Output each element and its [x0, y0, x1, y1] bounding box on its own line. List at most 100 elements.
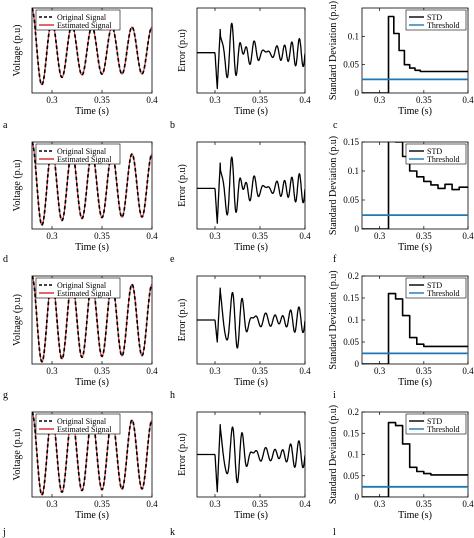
legend-entry: Original Signal	[57, 417, 107, 426]
plot-area	[197, 423, 305, 493]
x-tick-label: 0.3	[209, 366, 221, 376]
x-tick-label: 0.4	[146, 366, 158, 376]
x-tick-label: 0.3	[46, 231, 58, 241]
x-tick-label: 0.3	[374, 366, 386, 376]
y-axis-label: Error (p.u)	[177, 164, 188, 207]
plot-area	[362, 142, 468, 229]
x-tick-label: 0.4	[299, 366, 311, 376]
y-tick-label: 0.2	[348, 407, 359, 417]
x-tick-label: 0.3	[374, 95, 386, 105]
y-tick-label: 0.05	[343, 337, 359, 347]
y-tick-label: 0.05	[343, 195, 359, 205]
series-line-error-0	[197, 287, 305, 349]
y-axis-label: Error (p.u)	[177, 299, 188, 342]
panel-l: 0.3 0.35 0.4 0 0.05 0.1 0.15 0.2 Time (s) Standar…	[328, 405, 474, 538]
plot-area	[197, 22, 305, 90]
y-axis-label: Voltage (p.u)	[12, 294, 23, 346]
x-tick-label: 0.35	[94, 499, 110, 509]
panel-e: 0.3 0.35 0.4 Time (s) Error (p.u) e	[170, 141, 311, 265]
x-tick-label: 0.35	[252, 95, 268, 105]
panel-f: 0.3 0.35 0.4 0 0.05 0.1 0.15 Time (s) Standard D…	[328, 136, 474, 265]
plot-area	[197, 156, 305, 224]
plot-area	[362, 421, 468, 497]
panel-j: 0.3 0.35 0.4 Time (s) Voltage (p.u) Original …	[2, 411, 158, 538]
legend-entry: Original Signal	[57, 13, 107, 22]
y-tick-label: 0.1	[348, 315, 359, 325]
legend-entry: STD	[427, 417, 442, 426]
y-axis-label: Standard Deviation (p.u)	[328, 405, 339, 504]
panel-d: 0.3 0.35 0.4 Time (s) Voltage (p.u) Original …	[3, 141, 158, 265]
axes-frame	[196, 141, 306, 230]
legend-entry: Original Signal	[57, 147, 107, 156]
series-line-std-0	[362, 142, 468, 229]
legend-entry: Original Signal	[57, 281, 107, 290]
x-tick-label: 0.35	[94, 366, 110, 376]
y-tick-label: 0	[355, 359, 360, 369]
x-tick-label: 0.35	[252, 231, 268, 241]
x-tick-label: 0.4	[146, 231, 158, 241]
series-line-std-0	[362, 15, 468, 93]
x-axis-label: Time (s)	[398, 242, 432, 253]
legend-entry: STD	[427, 281, 442, 290]
x-tick-label: 0.35	[416, 499, 432, 509]
y-tick-label: 0.2	[348, 271, 359, 281]
x-tick-label: 0.3	[46, 366, 58, 376]
legend-entry: Estimated Signal	[57, 21, 112, 30]
x-tick-label: 0.35	[252, 366, 268, 376]
panel-label: k	[170, 527, 175, 538]
panel-g: 0.3 0.35 0.4 Time (s) Voltage (p.u) Original …	[3, 275, 158, 401]
x-tick-label: 0.3	[374, 499, 386, 509]
y-tick-label: 0.1	[348, 450, 359, 460]
series-line-std-0	[362, 421, 468, 497]
x-tick-label: 0.3	[209, 499, 221, 509]
panel-label: j	[2, 527, 6, 538]
y-axis-label: Error (p.u)	[177, 433, 188, 476]
panel-label: i	[333, 390, 336, 401]
x-tick-label: 0.4	[462, 366, 474, 376]
legend-entry: Threshold	[427, 155, 459, 164]
legend-entry: STD	[427, 147, 442, 156]
panel-k: 0.3 0.35 0.4 Time (s) Error (p.u) k	[170, 411, 311, 538]
legend-entry: Threshold	[427, 21, 459, 30]
legend-entry: Threshold	[427, 425, 459, 434]
x-tick-label: 0.4	[462, 95, 474, 105]
panel-label: l	[333, 527, 336, 538]
series-line-error-0	[197, 22, 305, 90]
x-tick-label: 0.35	[416, 95, 432, 105]
x-tick-label: 0.4	[146, 499, 158, 509]
x-axis-label: Time (s)	[234, 242, 268, 253]
panel-i: 0.3 0.35 0.4 0 0.05 0.1 0.15 0.2 Time (s) Standar…	[328, 270, 474, 401]
legend-entry: Estimated Signal	[57, 155, 112, 164]
x-tick-label: 0.4	[462, 499, 474, 509]
y-tick-label: 0.15	[343, 137, 359, 147]
y-axis-label: Voltage (p.u)	[12, 24, 23, 76]
panel-label: g	[3, 390, 8, 401]
plot-area	[362, 292, 468, 364]
x-tick-label: 0.35	[416, 366, 432, 376]
y-axis-label: Error (p.u)	[177, 29, 188, 72]
panel-a: 0.3 0.35 0.4 Time (s) Voltage (p.u) Original …	[3, 7, 158, 131]
panel-h: 0.3 0.35 0.4 Time (s) Error (p.u) h	[170, 275, 311, 401]
legend-entry: STD	[427, 13, 442, 22]
x-tick-label: 0.3	[46, 499, 58, 509]
legend-box	[35, 277, 121, 299]
x-tick-label: 0.4	[299, 95, 311, 105]
legend-box	[35, 143, 121, 165]
y-axis-label: Voltage (p.u)	[12, 428, 23, 480]
y-tick-label: 0.05	[343, 60, 359, 70]
panel-label: b	[170, 120, 175, 131]
y-tick-label: 0.15	[343, 428, 359, 438]
x-tick-label: 0.3	[374, 231, 386, 241]
legend-entry: Estimated Signal	[57, 425, 112, 434]
x-tick-label: 0.4	[146, 95, 158, 105]
x-axis-label: Time (s)	[234, 510, 268, 521]
x-tick-label: 0.3	[209, 95, 221, 105]
x-tick-label: 0.3	[209, 231, 221, 241]
x-tick-label: 0.35	[252, 499, 268, 509]
